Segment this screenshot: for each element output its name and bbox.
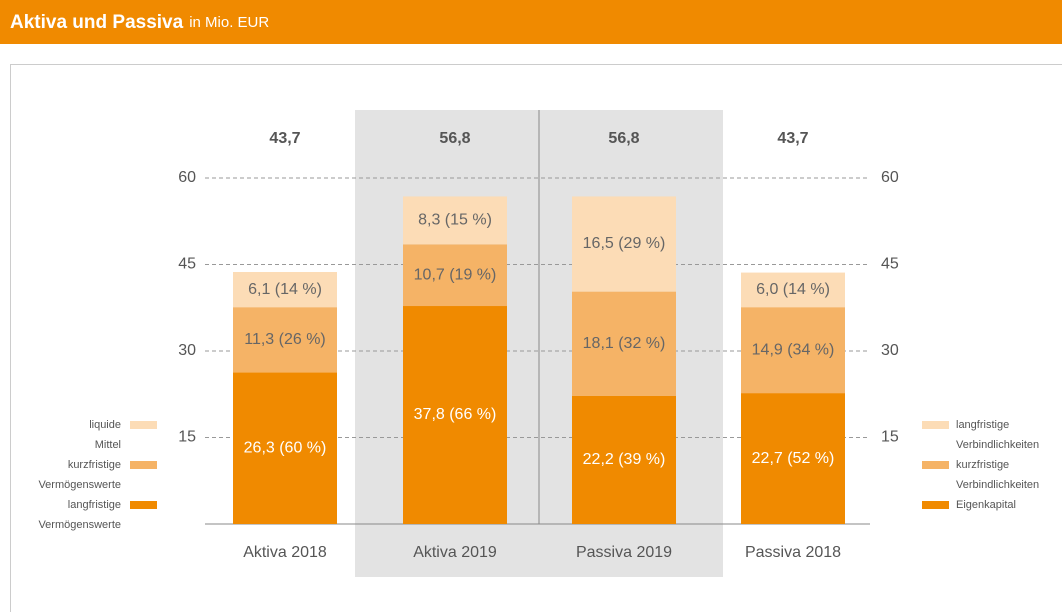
legend-label: kurzfristige Verbindlichkeiten (956, 459, 1039, 491)
value-label: 11,3 (26 %) (244, 331, 326, 348)
bar-segment (572, 196, 676, 292)
legend-swatch (922, 501, 949, 509)
legend-label: Eigenkapital (956, 499, 1016, 511)
bar-segment (403, 306, 507, 524)
total-label: 56,8 (608, 130, 639, 147)
legend-label: langfristige Verbindlichkeiten (956, 419, 1039, 451)
y2-tick-label: 45 (881, 256, 899, 273)
total-label: 43,7 (777, 130, 808, 147)
bar-segment (403, 196, 507, 245)
x-tick-label: Passiva 2018 (745, 544, 841, 561)
value-label: 22,2 (39 %) (583, 451, 666, 468)
legend-swatch (922, 421, 949, 429)
legend-swatch (922, 461, 949, 469)
value-label: 18,1 (32 %) (583, 335, 666, 352)
bar-segment (233, 372, 337, 524)
panel (10, 64, 1062, 612)
y2-tick-label: 15 (881, 429, 899, 446)
value-label: 16,5 (29 %) (583, 235, 666, 252)
value-label: 14,9 (34 %) (752, 341, 835, 358)
bar-segment (233, 307, 337, 373)
value-label: 37,8 (66 %) (414, 406, 497, 423)
value-label: 10,7 (19 %) (414, 266, 497, 283)
x-tick-label: Passiva 2019 (576, 544, 672, 561)
value-label: 22,7 (52 %) (752, 450, 835, 467)
y2-tick-label: 30 (881, 342, 899, 359)
value-label: 6,0 (14 %) (756, 281, 830, 298)
y-tick-label: 30 (178, 342, 196, 359)
bar-segment (741, 272, 845, 308)
legend-label: kurzfristige Vermögenswerte (38, 459, 121, 491)
legend-label: langfristige Vermögenswerte (38, 499, 121, 531)
x-tick-label: Aktiva 2018 (243, 544, 327, 561)
y-tick-label: 60 (178, 169, 196, 186)
y-tick-label: 15 (178, 429, 196, 446)
total-label: 56,8 (439, 130, 470, 147)
legend-swatch (130, 461, 157, 469)
chart-title: Aktiva und Passiva (10, 12, 184, 33)
value-label: 26,3 (60 %) (244, 439, 327, 456)
legend-swatch (130, 421, 157, 429)
bar-segment (403, 244, 507, 307)
bar-segment (741, 307, 845, 394)
chart-subtitle: in Mio. EUR (189, 14, 269, 31)
y-tick-label: 45 (178, 256, 196, 273)
header-bar (0, 0, 1062, 44)
bar-segment (741, 393, 845, 524)
legend-label: liquide Mittel (89, 419, 121, 451)
legend-swatch (130, 501, 157, 509)
value-label: 8,3 (15 %) (418, 212, 492, 229)
total-label: 43,7 (269, 130, 300, 147)
y2-tick-label: 60 (881, 169, 899, 186)
value-label: 6,1 (14 %) (248, 281, 322, 298)
header: Aktiva und Passiva in Mio. EUR (10, 12, 269, 33)
bar-segment (233, 271, 337, 308)
bar-segment (572, 395, 676, 524)
bar-segment (572, 291, 676, 396)
x-tick-label: Aktiva 2019 (413, 544, 497, 561)
